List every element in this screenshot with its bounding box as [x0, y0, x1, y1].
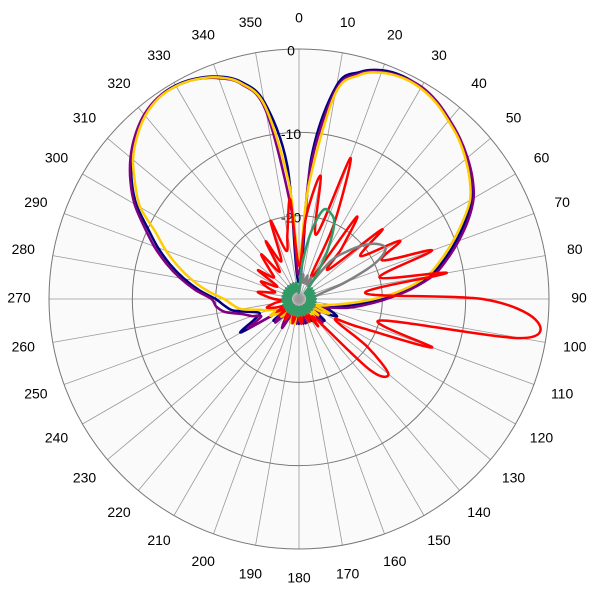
angle-tick-label: 0 — [295, 10, 303, 26]
series-line — [129, 68, 474, 334]
angle-tick-label: 340 — [192, 27, 216, 43]
spoke-line — [255, 52, 300, 300]
angle-tick-label: 270 — [7, 290, 31, 306]
angle-tick-label: 190 — [239, 565, 263, 581]
spoke-line — [298, 137, 491, 300]
angle-tick-label: 350 — [239, 14, 263, 30]
angle-tick-label: 210 — [147, 532, 171, 548]
spoke-line — [298, 255, 546, 300]
spoke-line — [298, 298, 385, 535]
spoke-line — [107, 137, 300, 300]
angle-tick-label: 130 — [502, 470, 526, 486]
grid-circle — [48, 48, 550, 550]
spoke-line — [137, 107, 300, 300]
angle-tick-label: 30 — [431, 47, 447, 63]
angle-tick-label: 330 — [147, 47, 171, 63]
angle-tick-label: 200 — [192, 553, 216, 569]
angle-tick-label: 250 — [24, 385, 48, 401]
grid-circle — [131, 131, 467, 467]
angle-tick-label: 10 — [340, 14, 356, 30]
spoke-line — [63, 213, 300, 300]
spoke-line — [298, 63, 385, 300]
angle-tick-label: 240 — [45, 430, 69, 446]
angle-tick-label: 40 — [471, 75, 487, 91]
angle-tick-label: 80 — [567, 241, 583, 257]
angle-tick-label: 90 — [571, 290, 587, 306]
spoke-line — [298, 298, 425, 516]
angle-tick-label: 70 — [554, 194, 570, 210]
angle-tick-label: 260 — [12, 338, 36, 354]
spoke-line — [213, 63, 300, 300]
plot — [128, 68, 542, 379]
angle-tick-label: 110 — [551, 385, 574, 401]
spoke-line — [52, 298, 300, 343]
angle-tick-label: 20 — [387, 27, 403, 43]
angle-tick-label: 150 — [427, 532, 451, 548]
spoke-line — [298, 298, 461, 491]
angle-tick-label: 180 — [287, 570, 311, 586]
spoke-line — [298, 82, 425, 300]
angle-tick-label: 120 — [530, 430, 554, 446]
spoke-line — [137, 298, 300, 491]
angle-tick-label: 60 — [534, 150, 550, 166]
angle-tick-label: 100 — [563, 338, 587, 354]
angle-tick-label: 320 — [107, 75, 131, 91]
spoke-line — [107, 298, 300, 461]
angle-tick-label: 140 — [467, 504, 491, 520]
angle-tick-label: 290 — [24, 194, 48, 210]
angle-tick-label: 160 — [383, 553, 407, 569]
spoke-line — [255, 298, 300, 546]
angle-tick-label: 50 — [506, 110, 522, 126]
spoke-line — [213, 298, 300, 535]
angle-tick-label: 280 — [12, 241, 36, 257]
spoke-line — [173, 298, 300, 516]
spoke-line — [82, 173, 300, 300]
angle-tick-label: 230 — [73, 470, 97, 486]
angle-tick-label: 170 — [336, 565, 360, 581]
series-line — [256, 156, 542, 379]
series-line — [281, 207, 336, 317]
angle-tick-label: 300 — [45, 150, 69, 166]
spoke-line — [298, 298, 491, 461]
radial-tick-label: -10 — [281, 126, 301, 142]
angle-tick-label: 220 — [107, 504, 131, 520]
radial-tick-label: -20 — [281, 209, 301, 225]
spoke-line — [173, 82, 300, 300]
grid: 0 10 20 30 40 50 60 70 80 90 100 110 120 130 140 150 160… — [7, 10, 587, 586]
spoke-line — [298, 298, 343, 546]
angle-tick-label: 310 — [73, 110, 97, 126]
spoke-line — [298, 173, 516, 300]
spoke-line — [298, 298, 535, 385]
radial-tick-label: 0 — [287, 43, 295, 59]
